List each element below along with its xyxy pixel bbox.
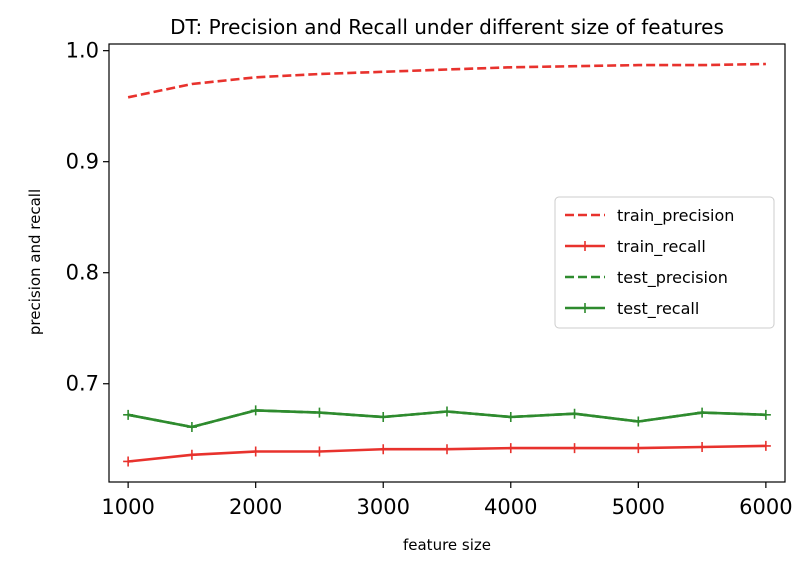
legend-marker-train-recall xyxy=(580,241,590,251)
legend-marker-test-recall xyxy=(580,303,590,313)
axes-frame xyxy=(108,43,786,483)
test-recall-marker xyxy=(505,412,516,423)
plot-area xyxy=(123,62,771,467)
test-recall-marker xyxy=(760,409,771,420)
x-tick-label: 4000 xyxy=(484,495,537,519)
legend-label-test-recall: test_recall xyxy=(617,299,699,319)
y-tick-label: 1.0 xyxy=(66,39,99,63)
train-recall-marker xyxy=(760,440,771,451)
axes: 1000 2000 3000 4000 5000 6000 0.7 0.8 0.9 1.0 xyxy=(66,39,793,519)
chart-title: DT: Precision and Recall under different… xyxy=(170,15,724,39)
train-recall-marker xyxy=(314,446,325,457)
x-tick-label: 6000 xyxy=(739,495,792,519)
y-tick-label: 0.8 xyxy=(66,261,99,285)
test-recall-marker xyxy=(378,412,389,423)
test-recall-marker xyxy=(250,405,261,416)
test-recall-marker xyxy=(123,409,134,420)
legend-label-train-recall: train_recall xyxy=(617,237,706,257)
x-tick-label: 2000 xyxy=(229,495,282,519)
test-recall-marker xyxy=(569,408,580,419)
train-recall-marker xyxy=(186,449,197,460)
y-tick-label: 0.7 xyxy=(66,372,99,396)
test-recall-marker xyxy=(697,407,708,418)
train-recall-marker xyxy=(569,443,580,454)
test-recall-marker xyxy=(314,407,325,418)
x-tick-label: 5000 xyxy=(612,495,665,519)
train-recall-marker xyxy=(697,442,708,453)
legend-label-train-precision: train_precision xyxy=(617,206,734,226)
test-recall-marker xyxy=(186,422,197,433)
train-recall-marker xyxy=(633,443,644,454)
x-axis-label: feature size xyxy=(403,536,491,554)
train-precision-line xyxy=(127,62,766,99)
legend: train_precision train_recall test_precisio… xyxy=(554,196,775,329)
legend-label-test-precision: test_precision xyxy=(617,268,728,288)
train-recall-marker xyxy=(378,444,389,455)
test-recall-marker xyxy=(442,406,452,417)
train-recall-marker xyxy=(123,456,134,467)
y-axis-label: precision and recall xyxy=(26,189,44,335)
legend-box xyxy=(554,196,775,329)
x-tick-label: 3000 xyxy=(356,495,409,519)
train-recall-marker xyxy=(505,443,516,454)
train-recall-marker xyxy=(250,446,261,457)
y-tick-label: 0.9 xyxy=(66,150,99,174)
train-recall-marker xyxy=(442,444,452,455)
x-tick-label: 1000 xyxy=(101,495,154,519)
test-recall-marker xyxy=(633,416,644,427)
